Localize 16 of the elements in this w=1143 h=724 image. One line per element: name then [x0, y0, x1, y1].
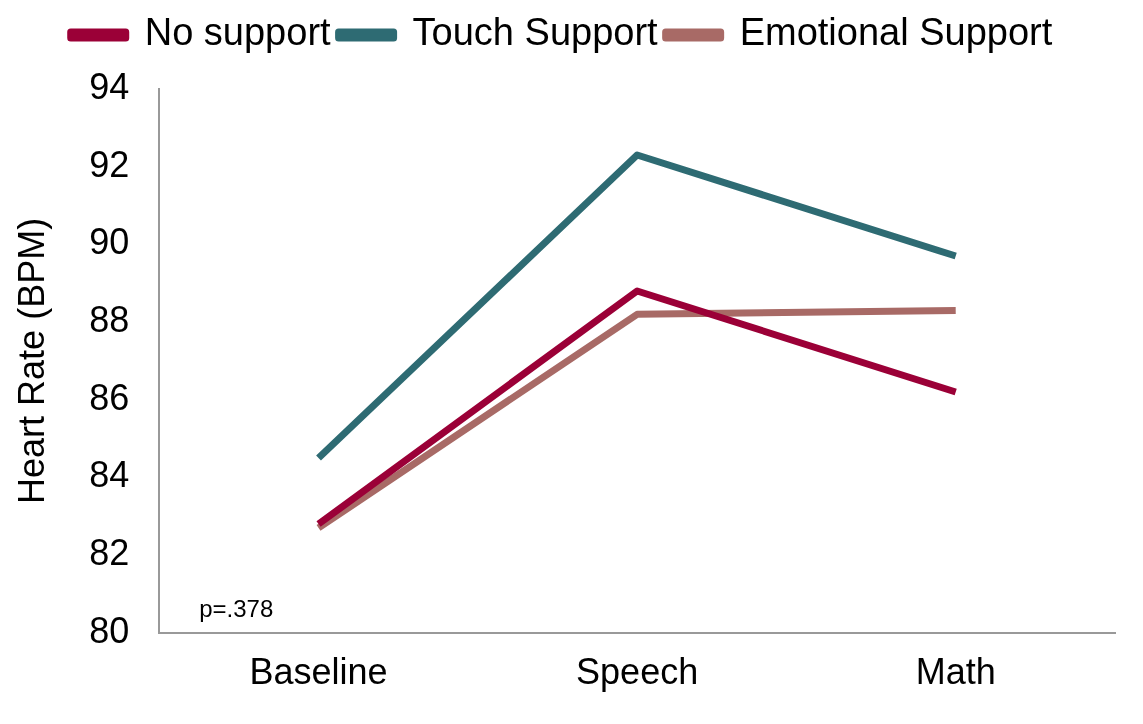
y-tick-label: 90: [89, 221, 130, 263]
y-tick-label: 80: [89, 609, 130, 651]
y-tick-label: 84: [89, 454, 130, 496]
legend-label: Touch Support: [412, 11, 659, 54]
legend-label: No support: [144, 11, 332, 54]
legend-label: Emotional Support: [739, 11, 1053, 54]
y-axis-title: Heart Rate (BPM): [10, 217, 52, 504]
x-tick-label: Math: [915, 651, 996, 693]
x-tick-label: Speech: [576, 651, 699, 693]
y-tick-label: 86: [89, 376, 130, 418]
x-tick-label: Baseline: [249, 651, 388, 693]
y-tick-label: 88: [89, 298, 130, 340]
y-tick-label: 82: [89, 532, 130, 574]
y-tick-label: 92: [89, 143, 130, 185]
y-tick-label: 94: [89, 65, 130, 107]
annotation: p=.378: [199, 595, 274, 623]
